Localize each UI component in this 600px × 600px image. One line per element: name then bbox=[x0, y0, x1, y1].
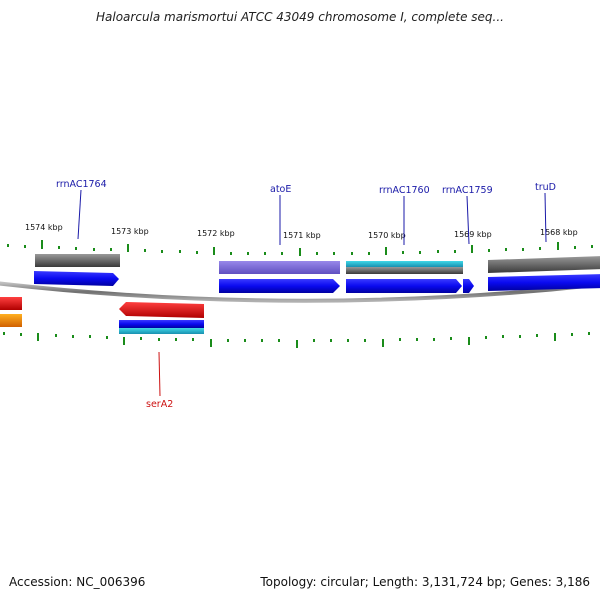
gene-label-rrnAC1764[interactable]: rrnAC1764 bbox=[56, 179, 107, 190]
chromosome-backbone bbox=[0, 281, 600, 303]
leader-line-rrnAC1764 bbox=[77, 189, 82, 240]
topology-summary: Topology: circular; Length: 3,131,724 bp… bbox=[260, 575, 590, 589]
tick-label: 1569 kbp bbox=[454, 230, 492, 239]
feature-serA2-blue[interactable] bbox=[119, 320, 204, 328]
map-title: Haloarcula marismortui ATCC 43049 chromo… bbox=[96, 10, 504, 24]
feature-rrnAC1760-teal[interactable] bbox=[346, 261, 463, 267]
leader-line-rrnAC1759 bbox=[466, 195, 470, 245]
upper-tick-ring bbox=[7, 240, 593, 256]
gene-label-serA2[interactable]: serA2 bbox=[146, 399, 173, 410]
cds-arrow-rrnAC1760[interactable] bbox=[346, 279, 462, 293]
tick-label: 1568 kbp bbox=[540, 228, 578, 237]
gene-label-truD[interactable]: truD bbox=[535, 182, 556, 193]
cds-arrow-atoE[interactable] bbox=[219, 279, 340, 293]
gene-label-atoE[interactable]: atoE bbox=[270, 184, 291, 195]
tick-label: 1572 kbp bbox=[197, 229, 235, 238]
tick-label: 1574 kbp bbox=[25, 223, 63, 232]
accession-text: Accession: NC_006396 bbox=[9, 575, 146, 589]
feature-rrnAC1760-gray[interactable] bbox=[346, 267, 463, 274]
feature-truD-gray[interactable] bbox=[488, 256, 600, 273]
feature-atoE-lavender[interactable] bbox=[219, 261, 340, 274]
cds-arrow-truD[interactable] bbox=[488, 274, 600, 291]
cds-arrow-serA2[interactable] bbox=[119, 302, 204, 318]
lower-tick-ring bbox=[3, 332, 590, 348]
tick-label: 1573 kbp bbox=[111, 227, 149, 236]
tick-label: 1571 kbp bbox=[283, 231, 321, 240]
cds-arrow-rrnAC1759[interactable] bbox=[463, 279, 474, 293]
feature-serA2-teal[interactable] bbox=[119, 328, 204, 334]
feature-rrnAC1764-gray[interactable] bbox=[35, 254, 120, 267]
gene-label-rrnAC1760[interactable]: rrnAC1760 bbox=[379, 185, 430, 196]
tick-label: 1570 kbp bbox=[368, 231, 406, 240]
gene-label-rrnAC1759[interactable]: rrnAC1759 bbox=[442, 185, 493, 196]
feature-left-orange[interactable] bbox=[0, 314, 22, 327]
cds-arrow-rrnAC1764[interactable] bbox=[34, 271, 119, 286]
leader-line-truD bbox=[544, 192, 547, 243]
feature-left-red[interactable] bbox=[0, 297, 22, 310]
leader-line-serA2 bbox=[158, 351, 161, 397]
